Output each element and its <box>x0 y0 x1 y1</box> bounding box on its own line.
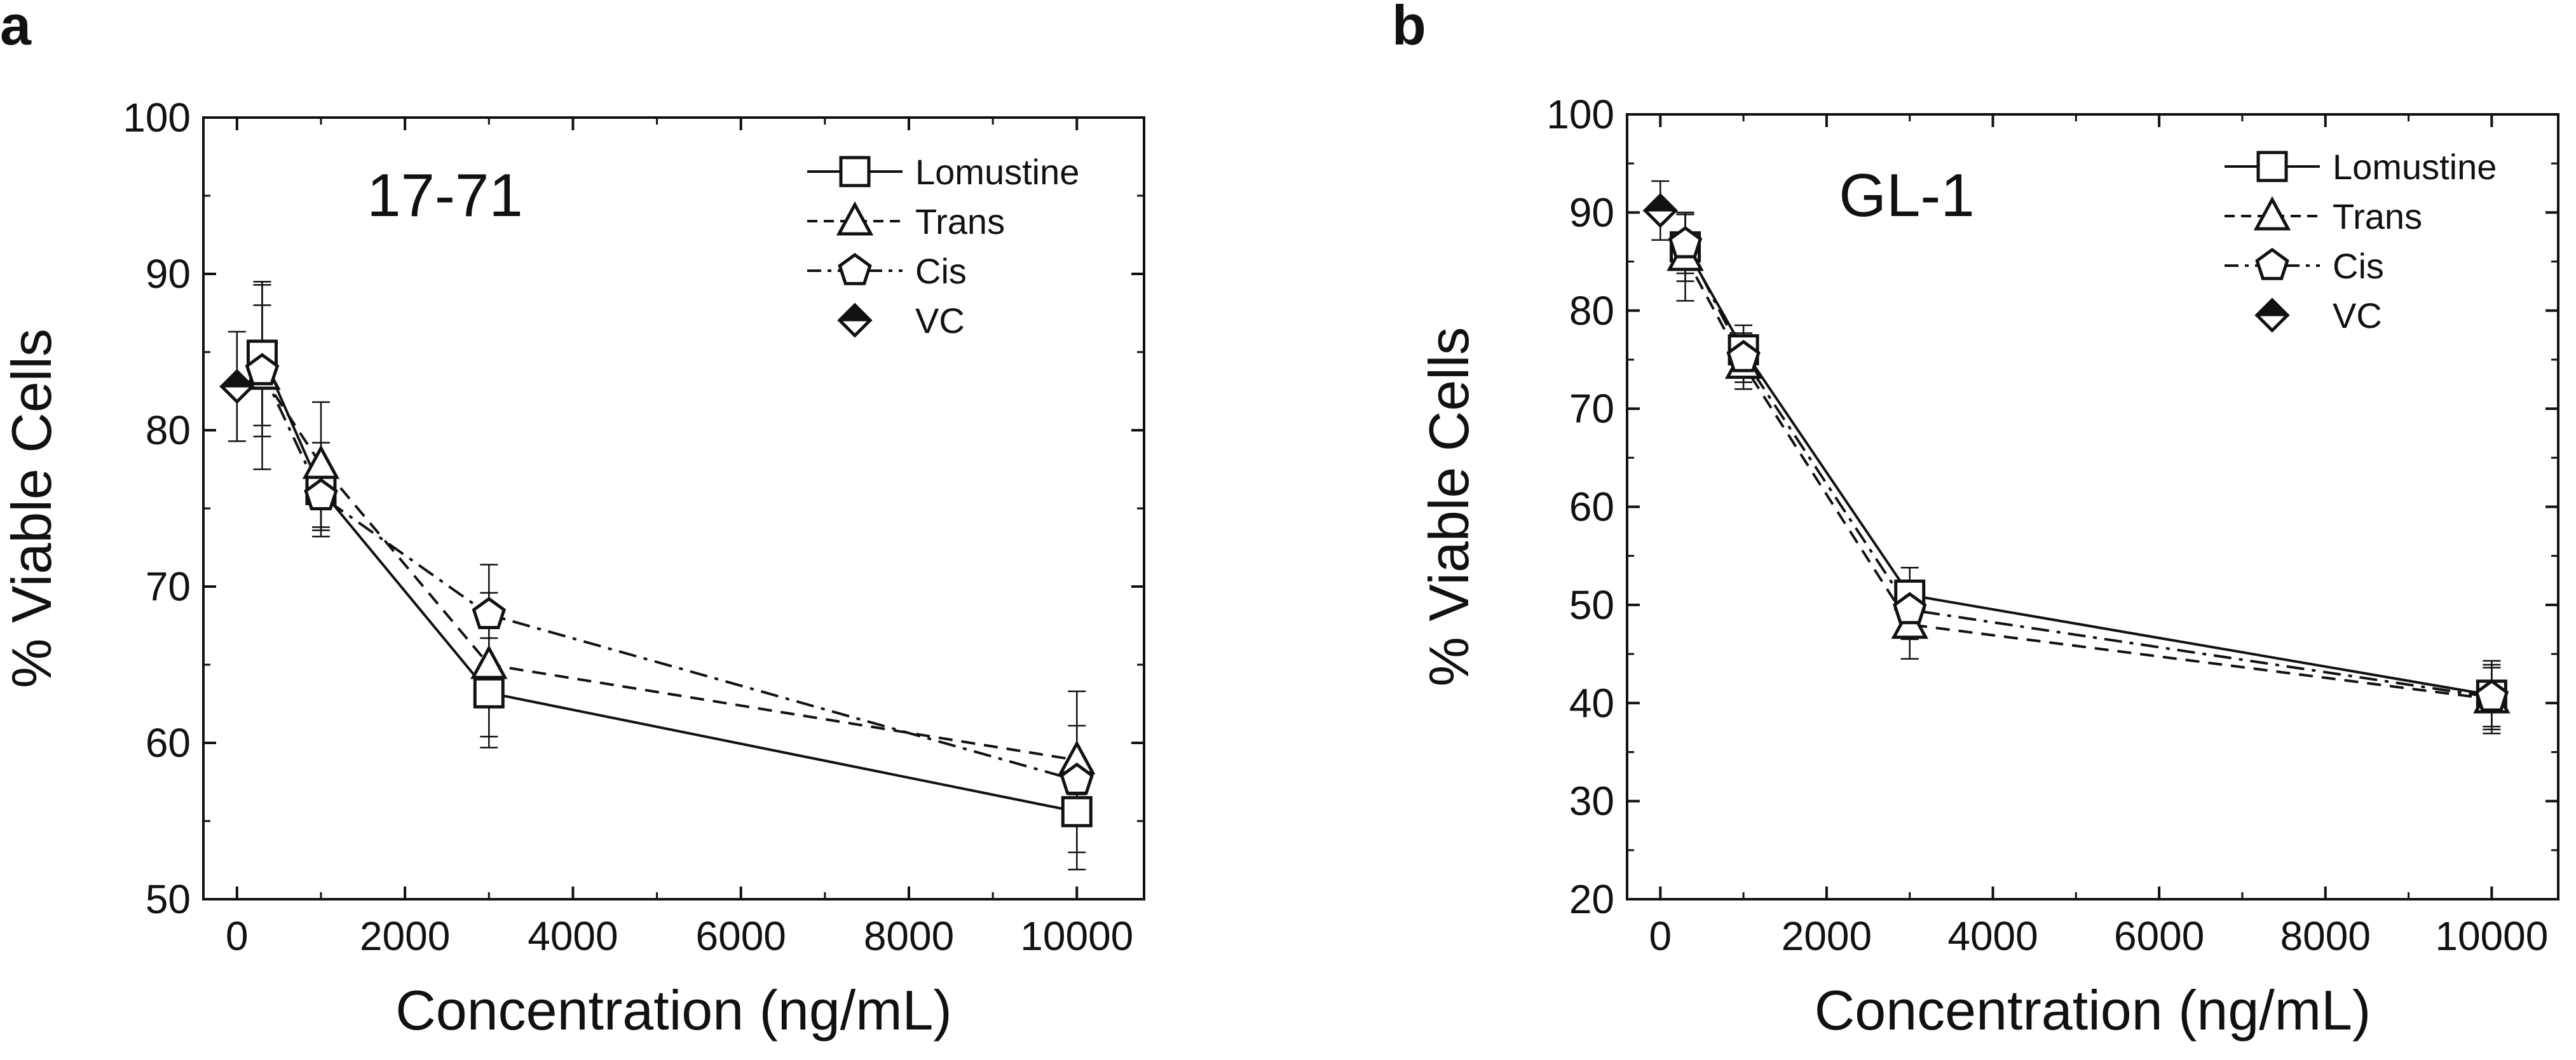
chart-1-x-tick-label-2: 4000 <box>1947 913 2038 959</box>
chart-0-y-tick-label-1: 60 <box>146 720 191 766</box>
chart-1-series-lomustine-line <box>1684 246 2492 696</box>
chart-1-x-tick-label-4: 8000 <box>2280 913 2371 959</box>
chart-0-panel-letter: a <box>0 0 32 57</box>
chart-1-x-tick-label-5: 10000 <box>2435 913 2548 959</box>
chart-0-x-tick-label-4: 8000 <box>864 913 954 959</box>
chart-0-series-lomustine-point-2 <box>473 677 505 709</box>
chart-1-y-tick-label-5: 70 <box>1569 386 1614 431</box>
chart-0-vc-point <box>219 369 255 404</box>
chart-1-series-trans-line <box>1684 255 2492 701</box>
legend-marker-cis <box>2255 247 2289 280</box>
chart-0-x-tick-label-1: 2000 <box>360 913 450 959</box>
legend-marker-vc-fill <box>837 303 873 322</box>
chart-0-x-axis-title: Concentration (ng/mL) <box>395 979 952 1042</box>
chart-1-panel-letter: b <box>1392 0 1426 57</box>
chart-1-vc-point-fill <box>1642 194 1678 212</box>
legend-marker-trans <box>836 201 874 236</box>
chart-0-series-cis-point-0 <box>245 353 280 386</box>
chart-0-series-trans-point-1 <box>302 444 340 479</box>
legend-label-cis: Cis <box>2333 246 2384 286</box>
chart-1-x-axis-title: Concentration (ng/mL) <box>1815 979 2371 1042</box>
chart-0-series-cis-point-2 <box>472 597 507 629</box>
legend-marker-cis <box>838 252 872 285</box>
chart-0-legend: Lomustine Trans Cis VC <box>807 152 1079 341</box>
legend-marker-trans <box>2253 196 2291 231</box>
chart-1-y-axis-title: % Viable Cells <box>1417 327 1480 687</box>
chart-1-series-cis-point-0 <box>1668 226 1703 259</box>
chart-0-y-tick-label-0: 50 <box>146 876 191 922</box>
chart-1-series-cis-point-3 <box>2474 679 2509 712</box>
chart-0-y-tick-label-4: 90 <box>146 251 191 297</box>
chart-1-legend: Lomustine Trans Cis VC <box>2225 147 2497 336</box>
chart-0-series-trans-line <box>261 374 1077 762</box>
chart-0-y-tick-label-5: 100 <box>123 95 191 140</box>
chart-1-vc-point <box>1642 193 1678 228</box>
chart-0-x-tick-label-5: 10000 <box>1020 913 1133 959</box>
chart-0-series-lomustine-point-3 <box>1061 796 1093 827</box>
chart-0-y-tick-label-3: 80 <box>146 407 191 453</box>
panel-a: a 0 2000 4000 6000 8000 10000 50 60 70 80 90 100 Conc… <box>0 0 1145 1042</box>
chart-1-y-tick-label-6: 80 <box>1569 288 1614 334</box>
chart-0-x-tick-label-3: 6000 <box>696 913 786 959</box>
legend-label-vc: VC <box>915 301 965 341</box>
chart-1-x-tick-label-3: 6000 <box>2114 913 2204 959</box>
chart-1-series-cis-line <box>1684 243 2492 698</box>
legend-marker-lomustine <box>839 156 871 187</box>
legend-label-vc: VC <box>2333 296 2382 336</box>
chart-1-x-tick-label-1: 2000 <box>1782 913 1872 959</box>
legend-label-cis: Cis <box>915 251 967 291</box>
legend-label-trans: Trans <box>915 201 1005 241</box>
legend-marker-vc <box>2254 297 2290 333</box>
chart-1-y-tick-label-1: 30 <box>1569 778 1614 824</box>
chart-1-y-tick-label-8: 100 <box>1546 92 1614 137</box>
legend-label-trans: Trans <box>2333 196 2422 236</box>
legend-label-lomustine: Lomustine <box>915 152 1079 192</box>
chart-0-y-tick-label-2: 70 <box>146 564 191 609</box>
chart-0-x-tick-label-0: 0 <box>226 913 249 959</box>
chart-1-y-tick-label-4: 60 <box>1569 484 1614 530</box>
chart-0-series-cis-line <box>261 370 1077 782</box>
legend-marker-vc-fill <box>2254 298 2290 316</box>
chart-1-series-cis-point-2 <box>1893 592 1927 625</box>
chart-0-y-axis-title: % Viable Cells <box>0 329 63 688</box>
chart-1-y-tick-label-3: 50 <box>1569 582 1614 628</box>
chart-0-series-cis-point-1 <box>304 478 338 510</box>
chart-0-series-cis-point-3 <box>1060 762 1094 795</box>
chart-1-y-tick-label-0: 20 <box>1569 876 1614 922</box>
legend-label-lomustine: Lomustine <box>2333 147 2497 187</box>
chart-0-x-tick-label-2: 4000 <box>528 913 618 959</box>
chart-1-y-tick-label-7: 90 <box>1569 189 1614 235</box>
legend-marker-vc <box>837 302 873 338</box>
legend-marker-lomustine <box>2256 151 2288 182</box>
chart-1-x-tick-label-0: 0 <box>1649 913 1672 959</box>
chart-1-y-tick-label-2: 40 <box>1569 680 1614 726</box>
chart-0-series-trans-point-2 <box>470 644 508 679</box>
panel-b: b 0 2000 4000 6000 8000 10000 20 30 40 50 60 70 80 90 1… <box>1392 0 2559 1042</box>
chart-1-series-cis-point-1 <box>1726 339 1761 372</box>
chart-1-panel-title: GL-1 <box>1839 161 1974 229</box>
chart-0-panel-title: 17-71 <box>367 161 523 229</box>
chart-0-series-lomustine-line <box>261 355 1077 813</box>
chart-0-vc-point-fill <box>219 369 255 388</box>
